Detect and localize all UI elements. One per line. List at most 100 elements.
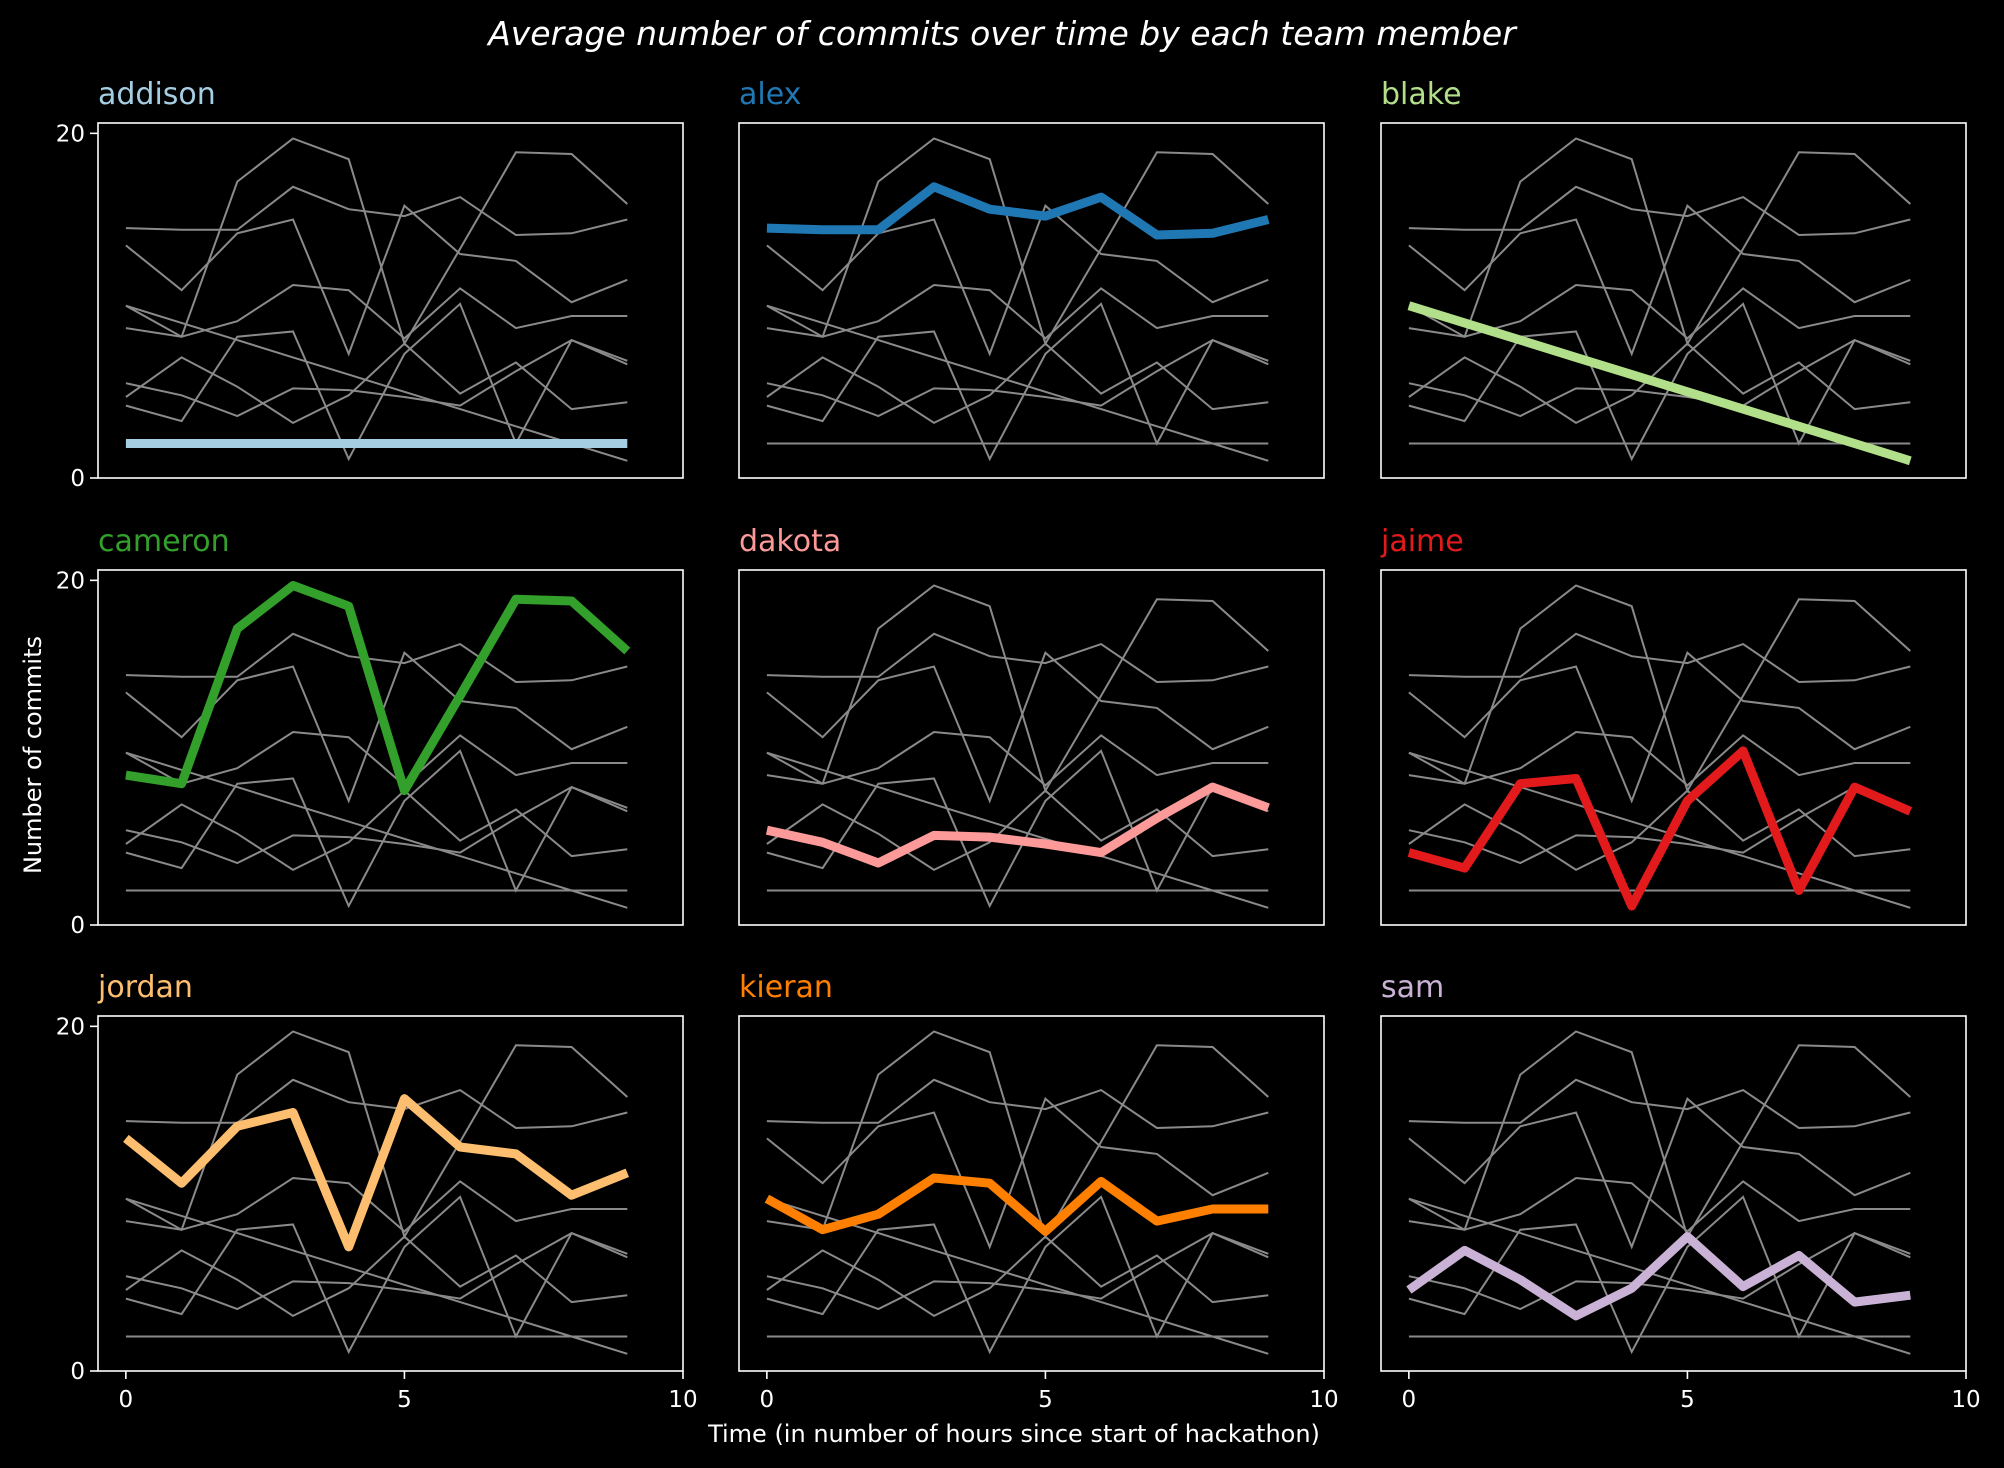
y-tick-label: 20 <box>56 1014 85 1040</box>
context-line-sam <box>766 789 1269 872</box>
panel-frame <box>1380 122 1967 479</box>
x-tick-label: 0 <box>1402 1387 1417 1413</box>
panel-sam: sam 0 5 10 <box>1380 970 1981 1413</box>
context-line-dakota <box>125 339 628 418</box>
context-line-dakota <box>125 1232 628 1311</box>
x-tick-label: 0 <box>760 1387 775 1413</box>
x-axis-label: Time (in number of hours since start of … <box>707 1420 1320 1448</box>
context-line-dakota <box>1408 339 1911 418</box>
panel-kieran: kieran 0 5 10 <box>738 970 1339 1413</box>
context-line-cameron <box>1408 137 1911 347</box>
context-line-jaime <box>1408 302 1911 462</box>
context-line-dakota <box>1408 786 1911 865</box>
context-line-alex <box>125 1078 628 1130</box>
context-line-jaime <box>1408 1195 1911 1355</box>
y-axis-label: Number of commits <box>19 636 47 874</box>
panel-dakota: dakota <box>738 524 1325 926</box>
context-line-alex <box>125 632 628 684</box>
context-line-blake <box>766 304 1269 462</box>
context-line-jaime <box>125 749 628 909</box>
panel-alex: alex <box>738 77 1325 479</box>
y-tick-label: 0 <box>70 466 85 492</box>
panel-title-alex: alex <box>739 77 801 112</box>
series-line-alex <box>766 182 1270 240</box>
x-tick-label: 5 <box>397 1387 412 1413</box>
x-tick-label: 5 <box>1038 1387 1053 1413</box>
context-line-jaime <box>766 1195 1269 1355</box>
panel-jordan: jordan 0 20 0 5 10 <box>56 970 698 1413</box>
panel-jaime: jaime <box>1380 524 1967 926</box>
series-line-cameron <box>125 581 631 796</box>
context-line-jordan <box>1408 204 1911 357</box>
series-line-blake <box>1407 301 1912 466</box>
panel-frame <box>738 1015 1325 1372</box>
x-tick-label: 10 <box>1951 1387 1980 1413</box>
context-line-jordan <box>1408 1097 1911 1250</box>
context-line-alex <box>1408 632 1911 684</box>
context-line-dakota <box>1408 1232 1911 1311</box>
chart-title: Average number of commits over time by e… <box>486 14 1518 53</box>
context-line-cameron <box>1408 1030 1911 1240</box>
context-line-kieran <box>125 1176 628 1233</box>
context-line-kieran <box>766 730 1269 787</box>
context-line-jaime <box>766 302 1269 462</box>
context-line-kieran <box>1408 1176 1911 1233</box>
context-line-cameron <box>766 137 1269 347</box>
panel-title-kieran: kieran <box>739 970 833 1005</box>
context-line-jaime <box>125 1195 628 1355</box>
context-line-cameron <box>125 1030 628 1240</box>
context-line-jaime <box>125 302 628 462</box>
panels: addison 0 20 alex blake cameron 0 20 dakota jaime… <box>56 77 1981 1413</box>
context-line-dakota <box>766 339 1269 418</box>
context-line-sam <box>125 1235 628 1318</box>
x-tick-label: 10 <box>668 1387 697 1413</box>
context-line-blake <box>1408 751 1911 909</box>
panel-frame <box>1380 569 1967 926</box>
context-line-alex <box>1408 185 1911 237</box>
panel-frame <box>97 1015 684 1372</box>
panel-frame <box>1380 1015 1967 1372</box>
context-line-kieran <box>1408 730 1911 787</box>
series-line-dakota <box>765 782 1270 868</box>
context-line-alex <box>125 185 628 237</box>
panel-title-blake: blake <box>1381 77 1462 112</box>
context-line-jordan <box>766 651 1269 804</box>
context-line-alex <box>1408 1078 1911 1130</box>
context-line-sam <box>766 342 1269 425</box>
series-line-jordan <box>123 1094 629 1252</box>
series-line-kieran <box>764 1173 1269 1236</box>
series-line-jaime <box>1407 746 1913 911</box>
panel-title-cameron: cameron <box>98 524 230 559</box>
y-tick-label: 0 <box>70 913 85 939</box>
context-line-kieran <box>125 283 628 340</box>
context-line-kieran <box>125 730 628 787</box>
x-tick-label: 5 <box>1680 1387 1695 1413</box>
panel-frame <box>97 569 684 926</box>
panel-addison: addison 0 20 <box>56 77 684 492</box>
x-tick-label: 0 <box>119 1387 134 1413</box>
panel-cameron: cameron 0 20 <box>56 524 684 939</box>
context-line-jaime <box>766 749 1269 909</box>
context-line-cameron <box>766 584 1269 794</box>
context-line-cameron <box>1408 584 1911 794</box>
panel-title-addison: addison <box>98 77 216 112</box>
context-line-jordan <box>1408 651 1911 804</box>
y-tick-label: 0 <box>70 1359 85 1385</box>
context-line-sam <box>125 342 628 425</box>
y-tick-label: 20 <box>56 568 85 594</box>
panel-title-sam: sam <box>1381 970 1444 1005</box>
context-line-sam <box>1408 342 1911 425</box>
context-line-blake <box>766 751 1269 909</box>
context-line-sam <box>125 789 628 872</box>
context-line-jordan <box>766 204 1269 357</box>
context-line-jordan <box>125 204 628 357</box>
panel-frame <box>738 569 1325 926</box>
context-line-blake <box>125 751 628 909</box>
context-line-cameron <box>125 137 628 347</box>
context-line-jordan <box>766 1097 1269 1250</box>
x-tick-label: 10 <box>1309 1387 1338 1413</box>
panel-title-jordan: jordan <box>97 970 193 1005</box>
panel-frame <box>738 122 1325 479</box>
context-line-dakota <box>125 786 628 865</box>
